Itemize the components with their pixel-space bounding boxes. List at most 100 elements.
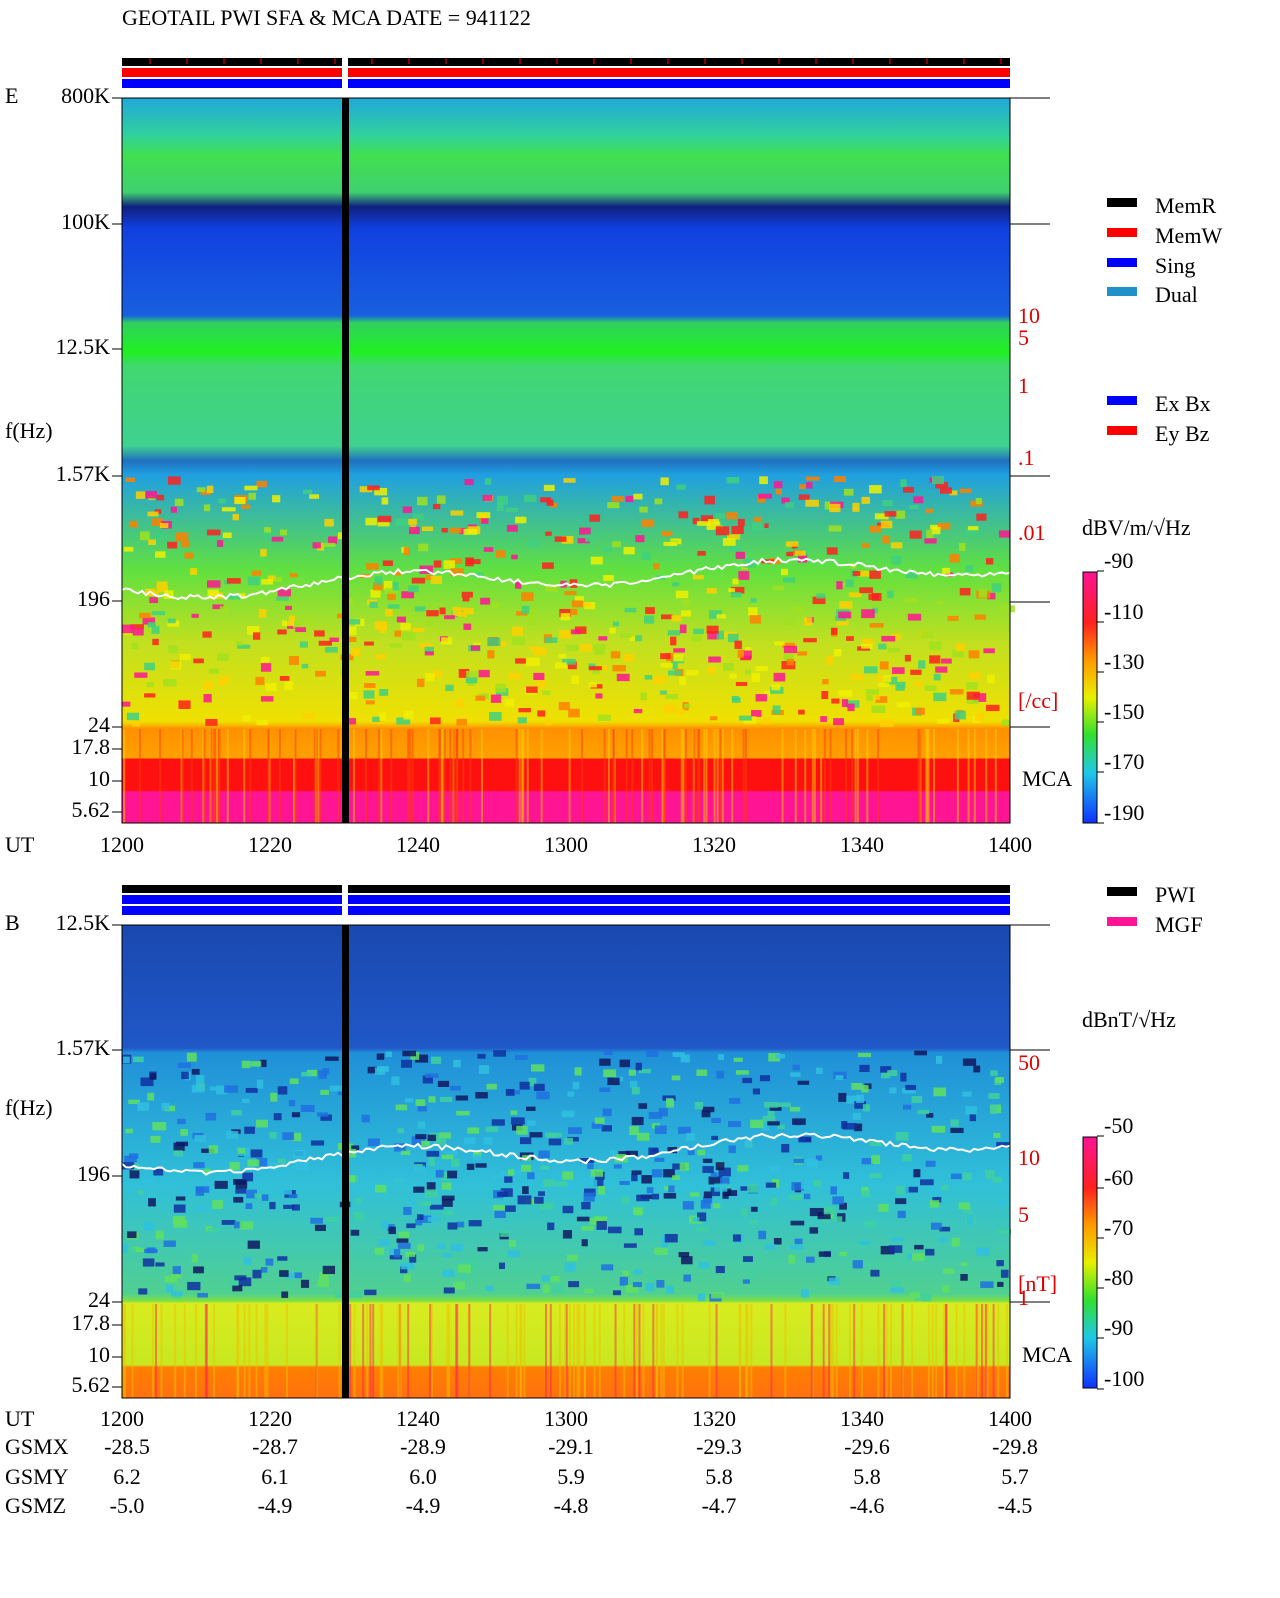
spectrogram-cell	[798, 709, 805, 715]
spectrogram-cell	[672, 582, 680, 587]
spectrogram-cell	[781, 1144, 790, 1153]
spectrogram-cell	[207, 580, 221, 588]
mca-streak	[976, 1304, 979, 1398]
spectrogram-cell	[277, 1256, 288, 1261]
orbit-value: -4.9	[258, 1493, 293, 1518]
mca-streak	[243, 729, 246, 823]
spectrogram-cell	[773, 672, 786, 682]
spectrogram-cell	[750, 598, 757, 603]
spectrogram-cell	[424, 651, 434, 656]
spectrogram-cell	[217, 653, 229, 661]
mca-label: MCA	[1022, 1342, 1072, 1367]
spectrogram-cell	[727, 534, 741, 540]
spectrogram-cell	[974, 614, 986, 620]
mca-streak	[651, 729, 654, 823]
spectrogram-cell	[241, 504, 251, 509]
spectrogram-cell	[367, 1066, 378, 1074]
spectrogram-cell	[367, 1138, 380, 1147]
mca-streak	[249, 729, 252, 823]
spectrogram-cell	[292, 1132, 302, 1142]
spectrogram-cell	[997, 1200, 1005, 1206]
spectrogram-cell	[492, 1204, 505, 1211]
spectrogram-cell	[648, 1111, 663, 1119]
spectrogram-cell	[439, 1132, 451, 1139]
colorbar-label: -70	[1104, 1215, 1133, 1240]
spectrogram-cell	[394, 1143, 406, 1152]
spectrogram-cell	[458, 611, 467, 618]
spectrogram-cell	[364, 1289, 377, 1296]
mca-streak	[721, 729, 724, 823]
mca-streak	[662, 1304, 665, 1398]
spectrogram-cell	[191, 1254, 198, 1263]
spectrogram-cell	[890, 1279, 902, 1288]
spectrogram-cell	[861, 1190, 871, 1198]
spectrogram-cell	[607, 1226, 622, 1234]
spectrogram-cell	[459, 527, 466, 535]
spectrogram-cell	[318, 640, 332, 646]
spectrogram-cell	[900, 479, 907, 488]
spectrogram-cell	[152, 638, 159, 646]
spectrogram-cell	[168, 645, 178, 654]
spectrogram-cell	[151, 625, 160, 634]
spectrogram-cell	[822, 1216, 829, 1224]
spectrogram-cell	[395, 518, 409, 526]
mca-streak	[986, 1304, 989, 1398]
spectrogram-cell	[142, 617, 156, 625]
spectrogram-cell	[306, 1069, 317, 1077]
spectrogram-cell	[442, 1253, 452, 1258]
spectrogram-cell	[846, 636, 854, 641]
spectrogram-cell	[191, 1084, 204, 1093]
mca-streak	[598, 1304, 601, 1398]
spectrogram-cell	[250, 1149, 263, 1158]
spectrogram-cell	[420, 1201, 432, 1206]
mca-streak	[515, 1304, 518, 1398]
spectrogram-cell	[559, 629, 572, 639]
spectrogram-cell	[636, 1132, 650, 1141]
spectrogram-cell	[202, 631, 212, 638]
spectrogram-cell	[260, 548, 267, 557]
spectrogram-cell	[281, 620, 295, 627]
spectrogram-cell	[890, 542, 903, 549]
spectrogram-cell	[941, 1184, 949, 1191]
spectrogram-cell	[541, 1275, 554, 1282]
spectrogram-cell	[279, 1270, 289, 1277]
spectrogram-cell	[794, 550, 806, 556]
spectrogram-cell	[461, 591, 473, 598]
spectrogram-cell	[256, 719, 269, 726]
spectrogram-cell	[949, 553, 960, 563]
spectrogram-cell	[641, 519, 655, 528]
mca-streak	[716, 729, 719, 823]
spectrogram-cell	[596, 1220, 607, 1230]
mca-streak	[697, 729, 700, 823]
spectrogram-cell	[717, 1054, 725, 1060]
mca-streak	[468, 1304, 471, 1398]
spectrogram-cell	[378, 1239, 390, 1247]
spectrogram-cell	[868, 1173, 882, 1179]
spectrogram-cell	[777, 1124, 785, 1130]
mca-streak	[845, 729, 848, 823]
spectrogram-cell	[477, 1247, 488, 1252]
spectrogram-cell	[443, 1287, 455, 1294]
spectrogram-cell	[405, 1251, 416, 1257]
spectrogram-cell	[517, 1195, 532, 1205]
orbit-label: GSMX	[5, 1434, 69, 1459]
spectrogram-cell	[234, 497, 246, 505]
spectrogram-cell	[526, 686, 538, 693]
spectrogram-cell	[456, 1272, 467, 1279]
mca-streak	[439, 729, 442, 823]
spectrogram-cell	[528, 540, 541, 547]
legend-label: PWI	[1155, 882, 1195, 907]
spectrogram-cell	[907, 613, 922, 621]
spectrogram-cell	[833, 1216, 843, 1223]
spectrogram-cell	[803, 638, 817, 643]
spectrogram-cell	[895, 1198, 907, 1205]
spectrogram-cell	[149, 597, 159, 604]
spectrogram-cell	[763, 691, 771, 697]
spectrogram-cell	[277, 1158, 286, 1164]
spectrogram-cell	[144, 1248, 158, 1253]
spectrogram-cell	[958, 1202, 970, 1210]
spectrogram-cell	[698, 1262, 709, 1269]
spectrogram-cell	[314, 1224, 326, 1232]
spectrogram-cell	[636, 1194, 650, 1202]
mca-streak	[573, 1304, 576, 1398]
